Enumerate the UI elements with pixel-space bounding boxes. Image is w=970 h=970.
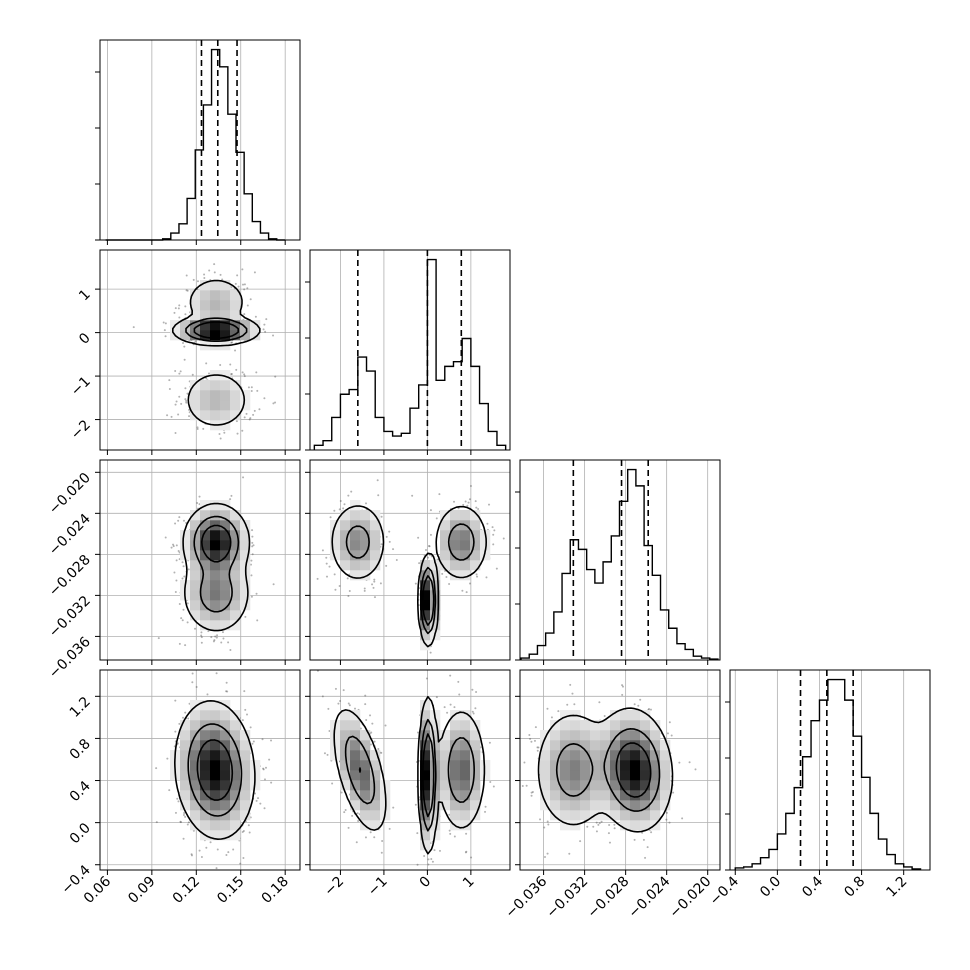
joint-density-panel: −0.036−0.032−0.028−0.024−0.020 [46,459,301,682]
y-tick-label: −2 [68,417,94,443]
joint-density-panel: −2 −1 0 1 [305,669,511,900]
marginal-histogram-panel [95,39,301,245]
contour-lines [172,279,261,426]
panel-frame [309,249,511,451]
contour-lines [333,696,486,855]
y-tick-label: −0.020 [46,470,94,518]
panel-frame [309,669,511,871]
y-tick-label: 0.8 [67,736,94,763]
contour-lines [537,707,674,833]
marginal-histogram-panel [515,459,721,665]
panel-frame [309,459,511,661]
x-tick-label: −0.024 [626,873,674,921]
x-tick-label: −0.028 [585,874,633,922]
contour-lines [331,505,487,648]
y-tick-label: 0.4 [67,778,94,805]
density-blocks [330,700,491,851]
joint-density-panel: 0.06 0.09 0.12 0.15 0.18−0.40.00.40.81.2 [58,669,301,907]
y-tick-label: −1 [68,374,94,400]
x-tick-label: 0.15 [214,874,247,907]
panel-frame [99,459,301,661]
x-tick-label: −0.036 [502,873,550,921]
contour-lines [174,700,256,840]
histogram-step [105,48,285,241]
y-tick-label: −0.032 [46,593,94,641]
contour-lines [182,502,251,632]
y-tick-label: −0.028 [46,552,94,600]
x-tick-label: −0.4 [707,873,742,908]
x-tick-label: 0.12 [170,874,203,907]
x-tick-label: −2 [321,874,347,900]
x-tick-label: −0.032 [543,874,591,922]
panel-frame [99,669,301,871]
density-blocks [330,500,491,651]
y-tick-label: 0.0 [67,820,94,847]
density-blocks [170,280,261,431]
marginal-histogram-panel [305,249,511,455]
x-tick-label: −1 [365,874,391,900]
panel-frame [519,459,721,661]
y-tick-label: 1 [76,287,94,305]
x-tick-label: 0.18 [259,874,292,907]
y-tick-label: 0 [76,330,94,348]
histogram-step [520,468,719,660]
x-tick-label: 0.8 [841,874,868,901]
y-tick-label: −0.036 [46,634,94,682]
panel-frame [99,249,301,451]
x-tick-label: 0.0 [757,874,784,901]
joint-density-panel: −2 −1 0 1 [68,249,301,455]
panel-frame [729,669,931,871]
panel-frame [519,669,721,871]
x-tick-label: 0 [417,874,435,892]
histogram-step [313,258,507,450]
x-tick-label: 1 [460,874,478,892]
panel-frame [99,39,301,241]
histogram-step [734,678,922,870]
marginal-histogram-panel: −0.4 0.0 0.4 0.8 1.2 [707,669,931,909]
y-tick-label: −0.024 [46,511,94,559]
x-tick-label: 0.4 [799,873,826,900]
x-tick-label: 1.2 [883,874,910,901]
joint-density-panel [305,459,511,665]
density-blocks [540,710,671,831]
density-blocks [180,500,251,631]
joint-density-panel: −0.036−0.032−0.028−0.024−0.020 [502,669,721,922]
x-tick-label: 0.09 [125,874,158,907]
y-tick-label: 1.2 [67,694,94,721]
